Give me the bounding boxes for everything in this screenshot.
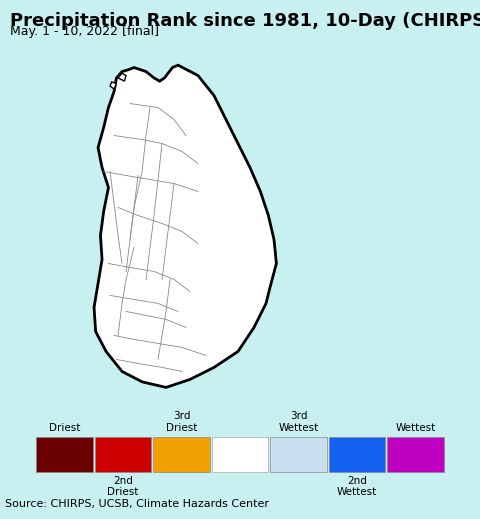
FancyBboxPatch shape: [270, 438, 327, 472]
Text: Source: CHIRPS, UCSB, Climate Hazards Center: Source: CHIRPS, UCSB, Climate Hazards Ce…: [5, 499, 269, 510]
Polygon shape: [110, 82, 117, 89]
FancyBboxPatch shape: [95, 438, 151, 472]
Text: 3rd
Wettest: 3rd Wettest: [278, 412, 319, 433]
Text: Precipitation Rank since 1981, 10-Day (CHIRPS): Precipitation Rank since 1981, 10-Day (C…: [10, 12, 480, 30]
FancyBboxPatch shape: [153, 438, 210, 472]
Text: Wettest: Wettest: [396, 423, 436, 433]
Text: 3rd
Driest: 3rd Driest: [166, 412, 197, 433]
FancyBboxPatch shape: [329, 438, 385, 472]
Text: May. 1 - 10, 2022 [final]: May. 1 - 10, 2022 [final]: [10, 25, 158, 38]
Text: Driest: Driest: [48, 423, 80, 433]
Text: 2nd
Wettest: 2nd Wettest: [337, 476, 377, 498]
Text: 2nd
Driest: 2nd Driest: [107, 476, 139, 498]
FancyBboxPatch shape: [387, 438, 444, 472]
Polygon shape: [94, 65, 276, 387]
Polygon shape: [118, 73, 126, 81]
FancyBboxPatch shape: [212, 438, 268, 472]
FancyBboxPatch shape: [36, 438, 93, 472]
